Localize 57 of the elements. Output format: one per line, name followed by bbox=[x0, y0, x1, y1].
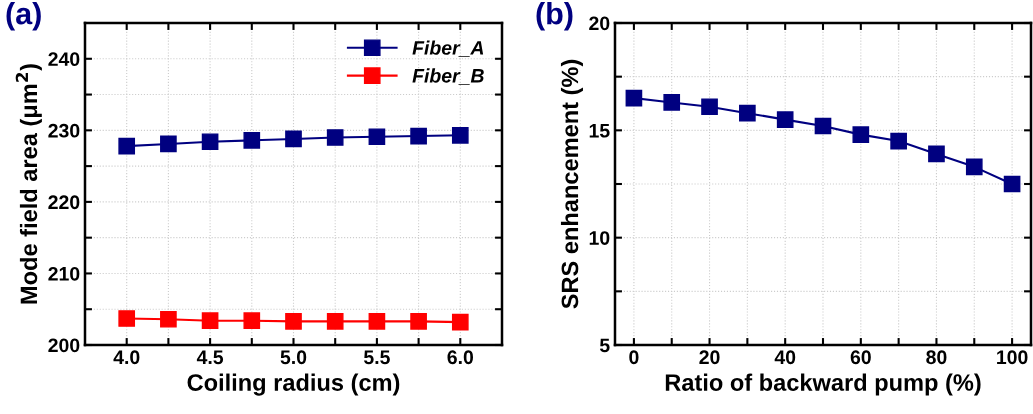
y-tick-label: 240 bbox=[48, 52, 80, 67]
point bbox=[160, 135, 177, 153]
point bbox=[739, 104, 756, 122]
point bbox=[410, 127, 427, 145]
point bbox=[118, 310, 136, 327]
x-tick-label: 4.5 bbox=[196, 350, 224, 365]
point bbox=[326, 313, 344, 330]
x-tick-label: 20 bbox=[699, 350, 720, 365]
point bbox=[243, 312, 261, 330]
chart-title: (a) bbox=[6, 2, 41, 31]
x-tick-label: 40 bbox=[774, 350, 796, 365]
point bbox=[326, 129, 344, 146]
point bbox=[410, 313, 427, 330]
y-tick-label: 15 bbox=[589, 124, 610, 138]
point bbox=[890, 132, 907, 150]
x-tick-label: 80 bbox=[926, 350, 947, 365]
point bbox=[201, 133, 219, 151]
point bbox=[852, 126, 870, 143]
chart-title: (b) bbox=[536, 2, 573, 31]
legend-label: Fiber_B bbox=[412, 68, 484, 85]
point bbox=[814, 117, 832, 135]
x-tick-label: 0 bbox=[629, 350, 639, 365]
y-axis-title: SRS enhancement (%) bbox=[560, 59, 583, 309]
point bbox=[368, 128, 386, 146]
point bbox=[965, 158, 983, 176]
point bbox=[625, 89, 643, 107]
y-tick-label: 200 bbox=[48, 338, 80, 353]
point bbox=[451, 313, 469, 331]
point bbox=[1003, 175, 1021, 193]
x-tick-label: 6.0 bbox=[447, 350, 474, 365]
x-axis-title: Coiling radius (cm) bbox=[187, 373, 400, 396]
y-axis-title: Mode field area (μm$^{2}$) bbox=[15, 64, 42, 304]
point bbox=[368, 313, 386, 330]
point bbox=[285, 130, 302, 148]
legend-label: Fiber_A bbox=[412, 40, 484, 57]
point bbox=[160, 310, 177, 328]
x-tick-label: 100 bbox=[997, 350, 1028, 365]
point bbox=[928, 145, 945, 163]
point bbox=[118, 137, 136, 155]
y-tick-label: 10 bbox=[589, 231, 610, 245]
point bbox=[201, 312, 219, 330]
point bbox=[776, 111, 794, 128]
point bbox=[663, 94, 681, 111]
point bbox=[451, 127, 469, 144]
x-tick-label: 60 bbox=[850, 350, 871, 365]
y-tick-label: 20 bbox=[589, 16, 610, 31]
x-axis-title: Ratio of backward pump (%) bbox=[665, 373, 981, 396]
y-tick-label: 5 bbox=[599, 338, 610, 353]
x-tick-label: 5.0 bbox=[280, 350, 307, 365]
point bbox=[243, 132, 261, 149]
y-tick-label: 220 bbox=[48, 195, 80, 210]
y-tick-label: 230 bbox=[48, 123, 80, 138]
point bbox=[701, 98, 718, 116]
x-tick-label: 5.5 bbox=[363, 350, 390, 365]
x-tick-label: 4.0 bbox=[113, 350, 140, 365]
y-tick-label: 210 bbox=[48, 266, 80, 281]
point bbox=[285, 313, 302, 330]
